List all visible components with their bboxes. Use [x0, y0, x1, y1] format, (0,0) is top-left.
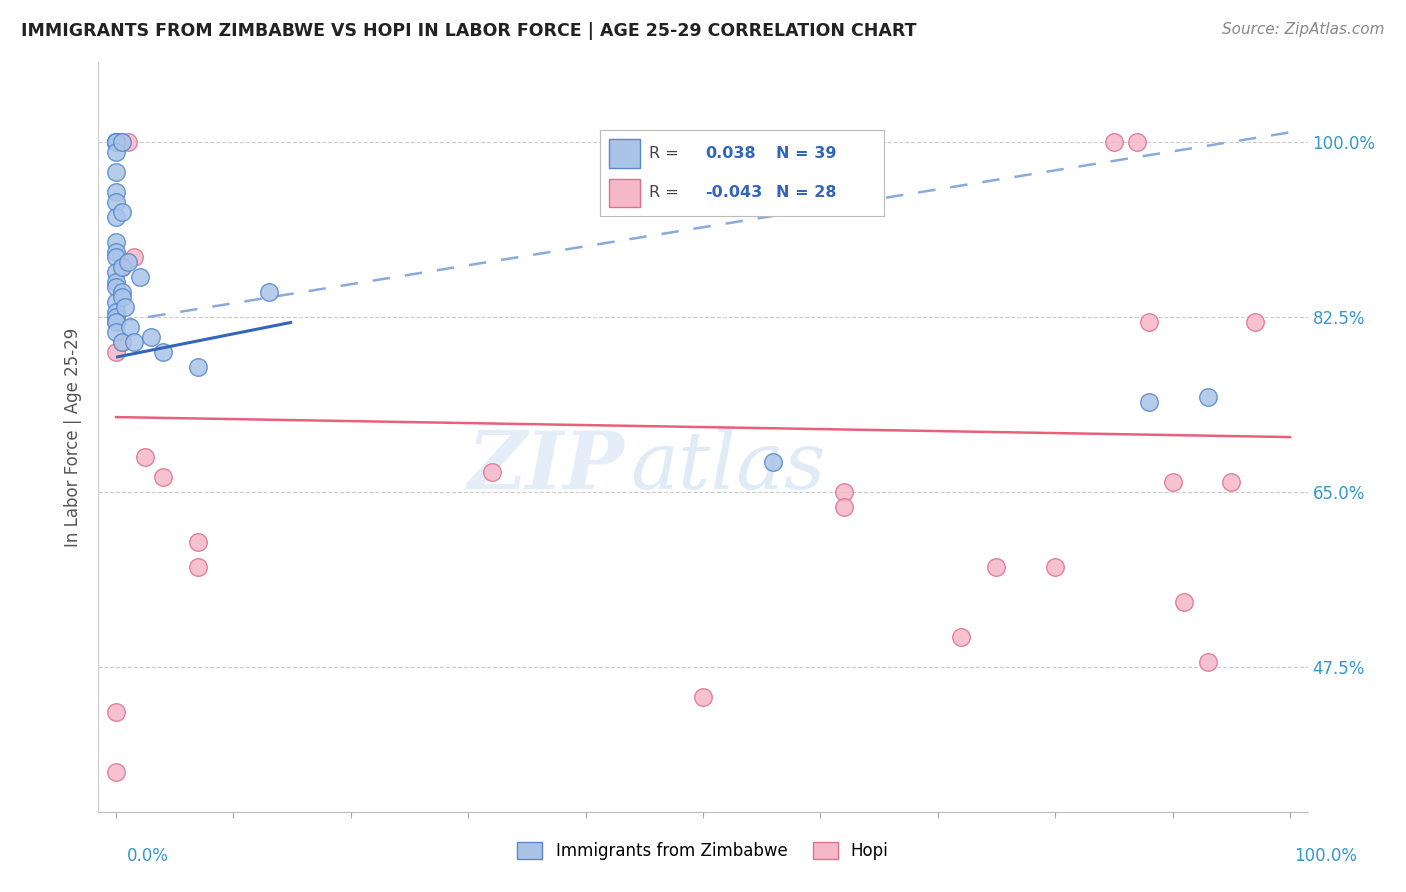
Point — [111, 260, 134, 275]
Point — [105, 136, 128, 150]
Point — [1161, 475, 1184, 489]
Point — [111, 136, 134, 150]
Point — [105, 136, 128, 150]
Point — [111, 260, 134, 275]
Point — [152, 470, 174, 484]
Point — [1043, 560, 1066, 574]
Point — [111, 285, 134, 300]
Text: IMMIGRANTS FROM ZIMBABWE VS HOPI IN LABOR FORCE | AGE 25-29 CORRELATION CHART: IMMIGRANTS FROM ZIMBABWE VS HOPI IN LABO… — [21, 22, 917, 40]
Point — [122, 335, 145, 350]
Point — [105, 345, 128, 359]
Point — [1173, 595, 1195, 609]
Point — [105, 211, 128, 225]
Point — [128, 270, 150, 285]
Point — [105, 325, 128, 339]
Point — [1137, 395, 1160, 409]
Text: 100.0%: 100.0% — [1294, 847, 1357, 865]
Point — [187, 360, 209, 375]
Point — [1197, 390, 1219, 404]
Point — [105, 705, 128, 719]
Point — [111, 136, 134, 150]
Point — [117, 136, 139, 150]
Point — [105, 136, 128, 150]
Point — [105, 136, 128, 150]
Point — [187, 560, 209, 574]
Point — [481, 465, 503, 479]
Point — [105, 295, 128, 310]
Point — [105, 310, 128, 325]
Point — [105, 275, 128, 289]
Point — [1243, 315, 1265, 329]
Point — [105, 250, 128, 264]
Point — [832, 500, 855, 514]
Point — [257, 285, 280, 300]
Point — [134, 450, 156, 464]
Point — [1137, 315, 1160, 329]
Point — [1197, 655, 1219, 669]
Point — [111, 205, 134, 219]
Legend: Immigrants from Zimbabwe, Hopi: Immigrants from Zimbabwe, Hopi — [510, 836, 896, 867]
Text: atlas: atlas — [630, 428, 825, 506]
Point — [105, 136, 128, 150]
Point — [111, 290, 134, 304]
Point — [762, 455, 785, 469]
Point — [105, 235, 128, 250]
Point — [105, 245, 128, 260]
Point — [152, 345, 174, 359]
Point — [692, 690, 714, 704]
Point — [122, 250, 145, 264]
Text: ZIP: ZIP — [468, 428, 624, 506]
Point — [105, 195, 128, 210]
Point — [105, 165, 128, 179]
Text: Source: ZipAtlas.com: Source: ZipAtlas.com — [1222, 22, 1385, 37]
Point — [105, 186, 128, 200]
Point — [1220, 475, 1243, 489]
Point — [832, 485, 855, 500]
Point — [117, 255, 139, 269]
Point — [105, 315, 128, 329]
Point — [105, 265, 128, 279]
Point — [105, 764, 128, 779]
Point — [105, 145, 128, 160]
Point — [950, 630, 973, 644]
Point — [1102, 136, 1125, 150]
Point — [111, 335, 134, 350]
Point — [986, 560, 1008, 574]
Point — [105, 315, 128, 329]
Point — [114, 300, 136, 314]
Point — [111, 335, 134, 350]
Point — [1126, 136, 1149, 150]
Point — [105, 305, 128, 319]
Point — [105, 280, 128, 294]
Y-axis label: In Labor Force | Age 25-29: In Labor Force | Age 25-29 — [65, 327, 83, 547]
Point — [141, 330, 163, 344]
Text: 0.0%: 0.0% — [127, 847, 169, 865]
Point — [120, 320, 142, 334]
Point — [187, 535, 209, 549]
